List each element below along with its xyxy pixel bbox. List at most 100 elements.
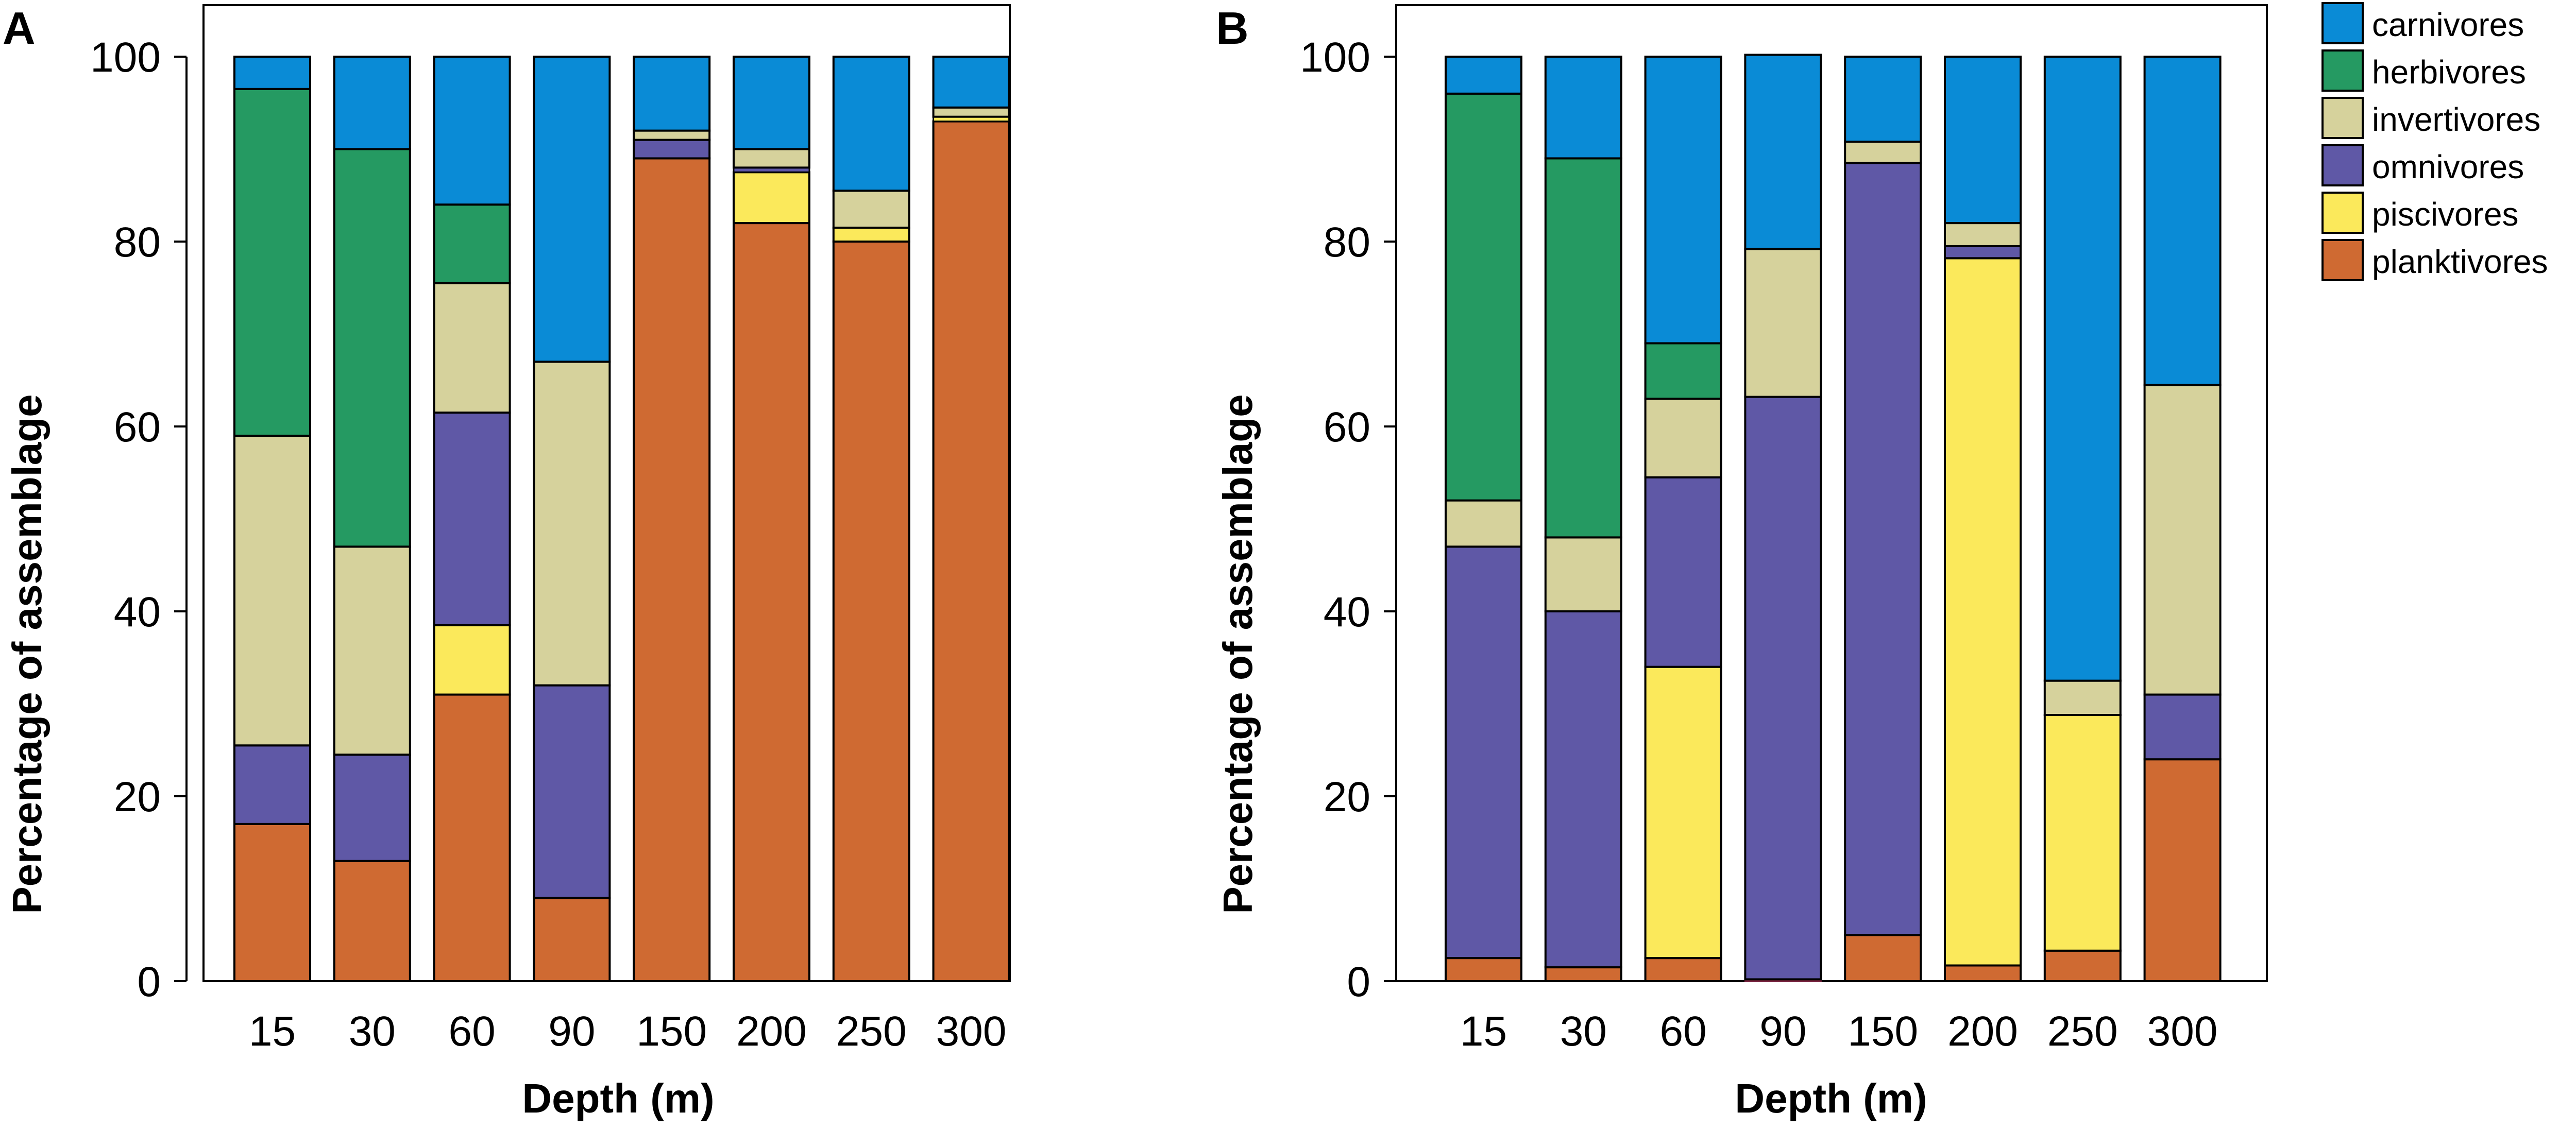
panel-b-x-tick-label-60: 60	[1659, 1008, 1706, 1055]
panel-b-bar-200-carnivores	[1944, 56, 2022, 225]
panel-a-bar-30-herbivores	[333, 148, 411, 548]
legend-entry-invertivores: invertivores	[2321, 97, 2540, 139]
panel-a-bar-90	[533, 56, 611, 982]
panel-b-bar-60-herbivores	[1644, 342, 1722, 400]
panel-b-bar-30-invertivores	[1544, 536, 1622, 613]
panel-a-y-tick-labels: 0 20 40 60 80 100	[90, 34, 161, 1005]
panel-a-bar-300-planktivores	[932, 120, 1010, 982]
panel-a-bar-15	[233, 56, 311, 982]
panel-b-x-tick-label-90: 90	[1759, 1008, 1806, 1055]
panel-b-bar-30-herbivores	[1544, 157, 1622, 539]
panel-b-x-tick-label-150: 150	[1848, 1008, 1918, 1055]
legend-label-planktivores: planktivores	[2372, 243, 2548, 280]
panel-b-bar-90-invertivores	[1744, 248, 1822, 398]
panel-a-bar-250-carnivores	[832, 56, 910, 192]
panel-a-bar-90-carnivores	[533, 56, 611, 363]
panel-b-bar-300-carnivores	[2143, 56, 2222, 386]
panel-a-bar-150-omnivores	[633, 139, 711, 160]
panel-b-bar-300-omnivores	[2143, 693, 2222, 761]
panel-a-bar-30-invertivores	[333, 545, 411, 756]
panel-a-bar-150-carnivores	[633, 56, 711, 132]
panel-b-x-tick-label-200: 200	[1947, 1008, 2018, 1055]
panel-a-bar-150-planktivores	[633, 157, 711, 983]
panel-b-bar-15-herbivores	[1445, 92, 1522, 502]
panel-a-bar-15-carnivores	[233, 56, 311, 90]
panel-a-y-tick-label-60: 60	[114, 404, 161, 451]
panel-a-letter: A	[3, 3, 36, 54]
panel-b-bar-90	[1744, 54, 1822, 982]
legend-label-invertivores: invertivores	[2372, 101, 2540, 138]
panel-a-bar-60-omnivores	[433, 412, 511, 626]
panel-b-frame	[1395, 4, 2268, 982]
panel-a-y-tick-label-20: 20	[114, 774, 161, 820]
panel-b-bar-150	[1844, 56, 1922, 982]
panel-b-bar-250	[2043, 56, 2122, 983]
panel-b-bar-15-planktivores	[1445, 957, 1522, 982]
panel-b-bar-30-carnivores	[1544, 56, 1622, 160]
panel-b-x-tick-label-15: 15	[1460, 1008, 1507, 1055]
panel-b-letter: B	[1216, 3, 1249, 54]
panel-a: A 0 20 40 60 80 100 15 30 60 90 150 200 250 300 Dept…	[3, 3, 1011, 1121]
panel-b-bar-60-omnivores	[1644, 476, 1722, 668]
panel-a-x-axis-title: Depth (m)	[522, 1075, 714, 1121]
panel-b-bar-150-carnivores	[1844, 56, 1922, 143]
panel-b-bar-60-carnivores	[1644, 56, 1722, 345]
panel-b-bar-15	[1445, 56, 1522, 982]
panel-a-y-tick-label-80: 80	[114, 219, 161, 266]
panel-b-y-tick-label-0: 0	[1347, 959, 1370, 1005]
legend-entry-carnivores: carnivores	[2321, 2, 2524, 44]
panel-b-bar-250-planktivores	[2043, 949, 2122, 983]
panel-a-bar-250-piscivores	[832, 227, 910, 243]
panel-b-x-tick-label-250: 250	[2047, 1008, 2118, 1055]
panel-a-bar-300-invertivores	[932, 106, 1010, 118]
panel-a-bar-15-invertivores	[233, 434, 311, 747]
panel-b-bar-15-omnivores	[1445, 545, 1522, 960]
panel-a-bar-30	[333, 56, 411, 983]
panel-b-y-tick-label-20: 20	[1324, 774, 1370, 820]
panel-a-bar-200-invertivores	[733, 148, 810, 169]
panel-b-bar-200-planktivores	[1944, 964, 2022, 982]
panel-a-bar-60-herbivores	[433, 203, 511, 284]
panel-b-bar-15-carnivores	[1445, 56, 1522, 95]
panel-b-bar-60-invertivores	[1644, 398, 1722, 478]
panel-a-bar-60	[433, 56, 511, 983]
panel-a-bar-30-carnivores	[333, 56, 411, 150]
panel-b-bar-300	[2143, 56, 2222, 982]
panel-b-bar-250-invertivores	[2043, 679, 2122, 716]
panel-b-x-tick-labels: 15 30 60 90 150 200 250 300	[1460, 1008, 2218, 1055]
panel-b-x-tick-label-30: 30	[1560, 1008, 1607, 1055]
panel-b-bar-150-planktivores	[1844, 934, 1922, 982]
panel-b-bar-30-omnivores	[1544, 610, 1622, 969]
legend-entry-herbivores: herbivores	[2321, 49, 2526, 92]
panel-b-bar-90-omnivores	[1744, 396, 1822, 981]
legend-swatch-carnivores	[2321, 2, 2364, 44]
panel-b-bar-150-omnivores	[1844, 162, 1922, 936]
panel-b-bar-300-invertivores	[2143, 384, 2222, 696]
panel-a-x-tick-label-200: 200	[736, 1008, 807, 1055]
panel-b-bar-15-invertivores	[1445, 499, 1522, 548]
panel-a-y-axis-title: Percentage of assemblage	[4, 394, 50, 914]
panel-a-bar-150-invertivores	[633, 129, 711, 141]
panel-a-plot-area	[174, 4, 1011, 983]
panel-a-bar-60-piscivores	[433, 624, 511, 696]
panel-b-y-tick-labels: 0 20 40 60 80 100	[1300, 34, 1370, 1005]
panel-a-x-tick-label-250: 250	[836, 1008, 907, 1055]
panel-b-bar-60-piscivores	[1644, 665, 1722, 960]
panel-b: B 0 20 40 60 80 100 15 30 60 90 150 200 250 300 Dept…	[1215, 3, 2268, 1121]
panel-a-x-tick-label-15: 15	[249, 1008, 296, 1055]
panel-a-bar-90-planktivores	[533, 897, 611, 982]
panel-a-bar-200-planktivores	[733, 222, 810, 983]
panel-b-x-axis-title: Depth (m)	[1735, 1075, 1927, 1121]
panel-a-bar-200	[733, 56, 810, 983]
legend-label-piscivores: piscivores	[2372, 196, 2519, 233]
panel-b-bar-200-omnivores	[1944, 245, 2022, 260]
panel-b-y-tick-label-40: 40	[1324, 589, 1370, 636]
panel-a-bar-15-planktivores	[233, 823, 311, 982]
legend-swatch-piscivores	[2321, 192, 2364, 234]
panel-a-x-tick-label-60: 60	[448, 1008, 495, 1055]
panel-b-bar-150-invertivores	[1844, 141, 1922, 164]
legend-swatch-omnivores	[2321, 144, 2364, 186]
legend-swatch-invertivores	[2321, 97, 2364, 139]
panel-a-bar-200-piscivores	[733, 171, 810, 225]
